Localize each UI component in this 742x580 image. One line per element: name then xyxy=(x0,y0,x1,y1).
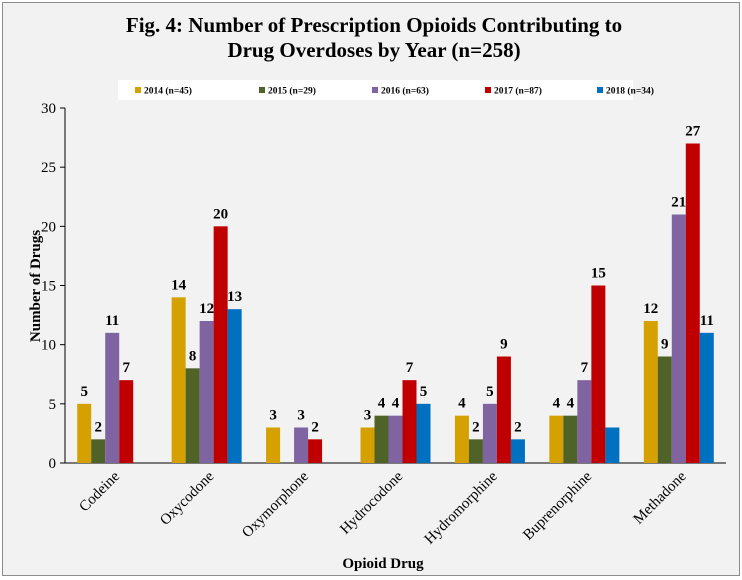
bar xyxy=(77,403,92,463)
data-label: 21 xyxy=(671,195,686,211)
data-label: 7 xyxy=(581,360,589,376)
bar xyxy=(510,439,525,463)
chart-title: Fig. 4: Number of Prescription Opioids C… xyxy=(126,13,622,62)
legend-swatch xyxy=(259,87,265,93)
bar xyxy=(685,143,700,463)
chart-title-line: Fig. 4: Number of Prescription Opioids C… xyxy=(126,13,622,37)
legend-swatch xyxy=(485,87,491,93)
bar xyxy=(549,415,564,463)
bar xyxy=(605,427,620,463)
data-label: 12 xyxy=(643,301,658,317)
bar xyxy=(294,427,309,463)
legend-swatch xyxy=(372,87,378,93)
data-label: 2 xyxy=(514,419,522,435)
data-label: 12 xyxy=(199,301,214,317)
bar xyxy=(402,380,417,463)
y-tick-label: 5 xyxy=(49,397,57,413)
bar xyxy=(591,285,606,463)
data-label: 2 xyxy=(94,419,102,435)
bar xyxy=(227,309,242,463)
bar xyxy=(671,214,686,463)
legend-swatch xyxy=(597,87,603,93)
data-label: 3 xyxy=(269,408,277,424)
bar xyxy=(699,332,714,463)
bar xyxy=(563,415,578,463)
bar xyxy=(577,380,592,463)
bar xyxy=(266,427,281,463)
bar xyxy=(643,321,658,463)
data-label: 3 xyxy=(364,408,372,424)
data-label: 14 xyxy=(171,277,187,293)
legend-label: 2015 (n=29) xyxy=(268,86,316,97)
y-tick-label: 15 xyxy=(41,279,56,295)
data-label: 13 xyxy=(227,289,242,305)
data-label: 11 xyxy=(700,313,714,329)
data-label: 2 xyxy=(311,419,319,435)
x-axis-title: Opioid Drug xyxy=(342,556,424,572)
bar xyxy=(360,427,375,463)
data-label: 11 xyxy=(105,313,119,329)
y-tick-label: 25 xyxy=(41,160,56,176)
x-tick-label: Oxycodone xyxy=(157,468,217,528)
data-label: 5 xyxy=(420,384,428,400)
bar xyxy=(213,226,228,463)
bar xyxy=(199,321,214,463)
bar xyxy=(171,297,186,463)
chart-canvas: Fig. 4: Number of Prescription Opioids C… xyxy=(28,13,726,572)
bar xyxy=(496,356,511,463)
x-tick-label: Methadone xyxy=(631,468,690,527)
data-label: 2 xyxy=(472,419,480,435)
data-label: 5 xyxy=(80,384,88,400)
chart-legend: 2014 (n=45) 2015 (n=29) 2016 (n=63) 2017 (n… xyxy=(118,80,654,100)
legend-label: 2018 (n=34) xyxy=(606,86,654,97)
bar xyxy=(416,403,431,463)
data-label: 5 xyxy=(486,384,494,400)
legend-label: 2014 (n=45) xyxy=(144,86,192,97)
x-tick-label: Hydromorphine xyxy=(422,468,501,547)
bar xyxy=(91,439,106,463)
bar xyxy=(468,439,483,463)
x-tick-label: Hydrocodone xyxy=(337,468,406,537)
x-tick-label: Codeine xyxy=(76,468,123,515)
data-label: 9 xyxy=(500,337,508,353)
data-label: 4 xyxy=(567,396,575,412)
data-label: 15 xyxy=(591,266,606,282)
bar xyxy=(657,356,672,463)
bar xyxy=(388,415,403,463)
data-label: 20 xyxy=(213,206,228,222)
data-label: 4 xyxy=(553,396,561,412)
x-tick-label: Buprenorphine xyxy=(520,468,595,543)
bar xyxy=(119,380,134,463)
data-label: 9 xyxy=(661,337,669,353)
data-label: 4 xyxy=(392,396,400,412)
x-tick-label: Oxymorphone xyxy=(239,468,312,541)
y-tick-label: 0 xyxy=(49,456,57,472)
bar xyxy=(454,415,469,463)
data-label: 7 xyxy=(122,360,130,376)
data-label: 4 xyxy=(378,396,386,412)
y-axis-title: Number of Drugs xyxy=(28,230,44,342)
bar xyxy=(374,415,389,463)
legend-label: 2016 (n=63) xyxy=(381,86,429,97)
data-label: 4 xyxy=(458,396,466,412)
data-label: 8 xyxy=(189,348,197,364)
chart-title-line: Drug Overdoses by Year (n=258) xyxy=(227,38,520,62)
y-tick-label: 20 xyxy=(41,219,56,235)
y-tick-label: 10 xyxy=(41,338,56,354)
data-label: 7 xyxy=(406,360,414,376)
legend-swatch xyxy=(135,87,141,93)
plot-area: 05101520253052117Codeine148122013Oxycodo… xyxy=(28,101,726,572)
data-label: 27 xyxy=(685,124,701,140)
bar xyxy=(482,403,497,463)
legend-label: 2017 (n=87) xyxy=(494,86,542,97)
y-tick-label: 30 xyxy=(41,101,56,117)
data-label: 3 xyxy=(297,408,305,424)
bar xyxy=(185,368,200,463)
bar xyxy=(105,332,120,463)
bar xyxy=(308,439,323,463)
